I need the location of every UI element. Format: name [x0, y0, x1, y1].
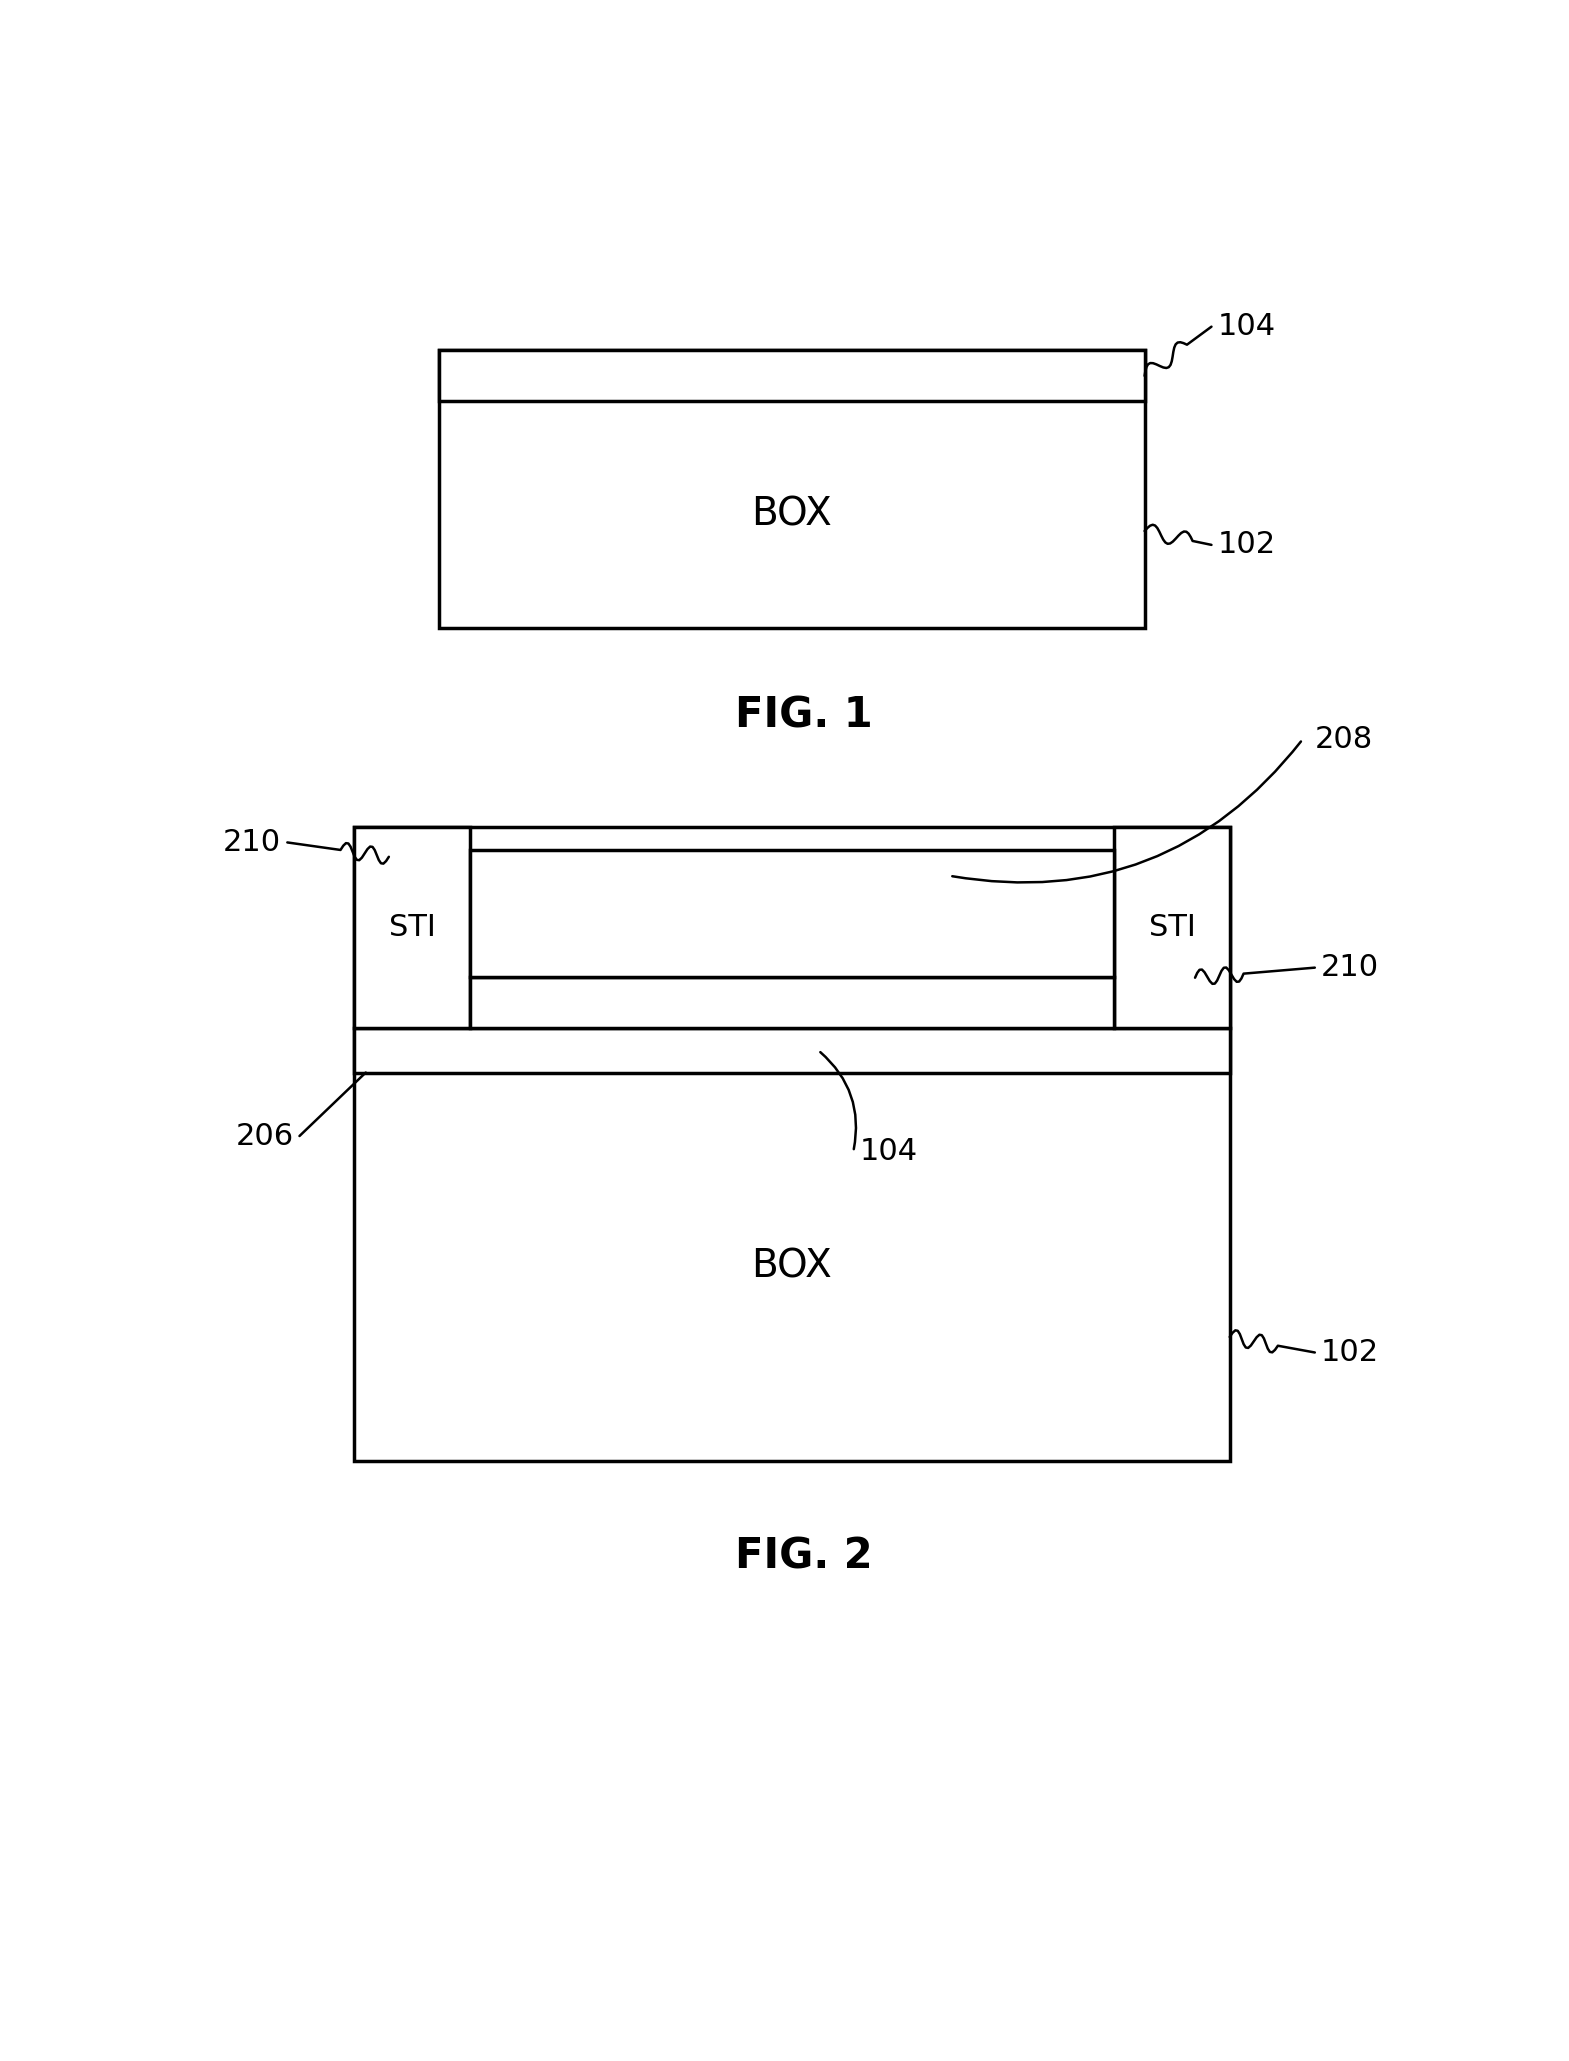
- Text: STI: STI: [389, 913, 436, 942]
- Text: BOX: BOX: [752, 1249, 832, 1286]
- Text: 104: 104: [860, 1138, 918, 1167]
- Bar: [355, 826, 469, 1028]
- Text: Pad Nitride: Pad Nitride: [708, 899, 876, 927]
- Bar: [439, 350, 1145, 629]
- Bar: [355, 826, 1230, 1461]
- Text: STI: STI: [1149, 913, 1196, 942]
- Text: Pad Oxide: Pad Oxide: [715, 987, 869, 1018]
- Bar: [439, 350, 1145, 402]
- Bar: [469, 851, 1114, 977]
- Bar: [469, 977, 1114, 1028]
- Text: BOX: BOX: [752, 497, 832, 534]
- Text: 210: 210: [223, 829, 281, 857]
- Text: 210: 210: [1321, 952, 1379, 983]
- Bar: [355, 1028, 1230, 1072]
- Text: FIG. 2: FIG. 2: [736, 1535, 872, 1577]
- Text: 102: 102: [1321, 1338, 1379, 1366]
- Text: 206: 206: [235, 1121, 293, 1150]
- Text: 102: 102: [1218, 530, 1276, 559]
- Text: FIG. 1: FIG. 1: [736, 695, 872, 736]
- Bar: [1114, 826, 1230, 1028]
- Text: 104: 104: [1218, 311, 1276, 342]
- Text: 208: 208: [1315, 725, 1373, 754]
